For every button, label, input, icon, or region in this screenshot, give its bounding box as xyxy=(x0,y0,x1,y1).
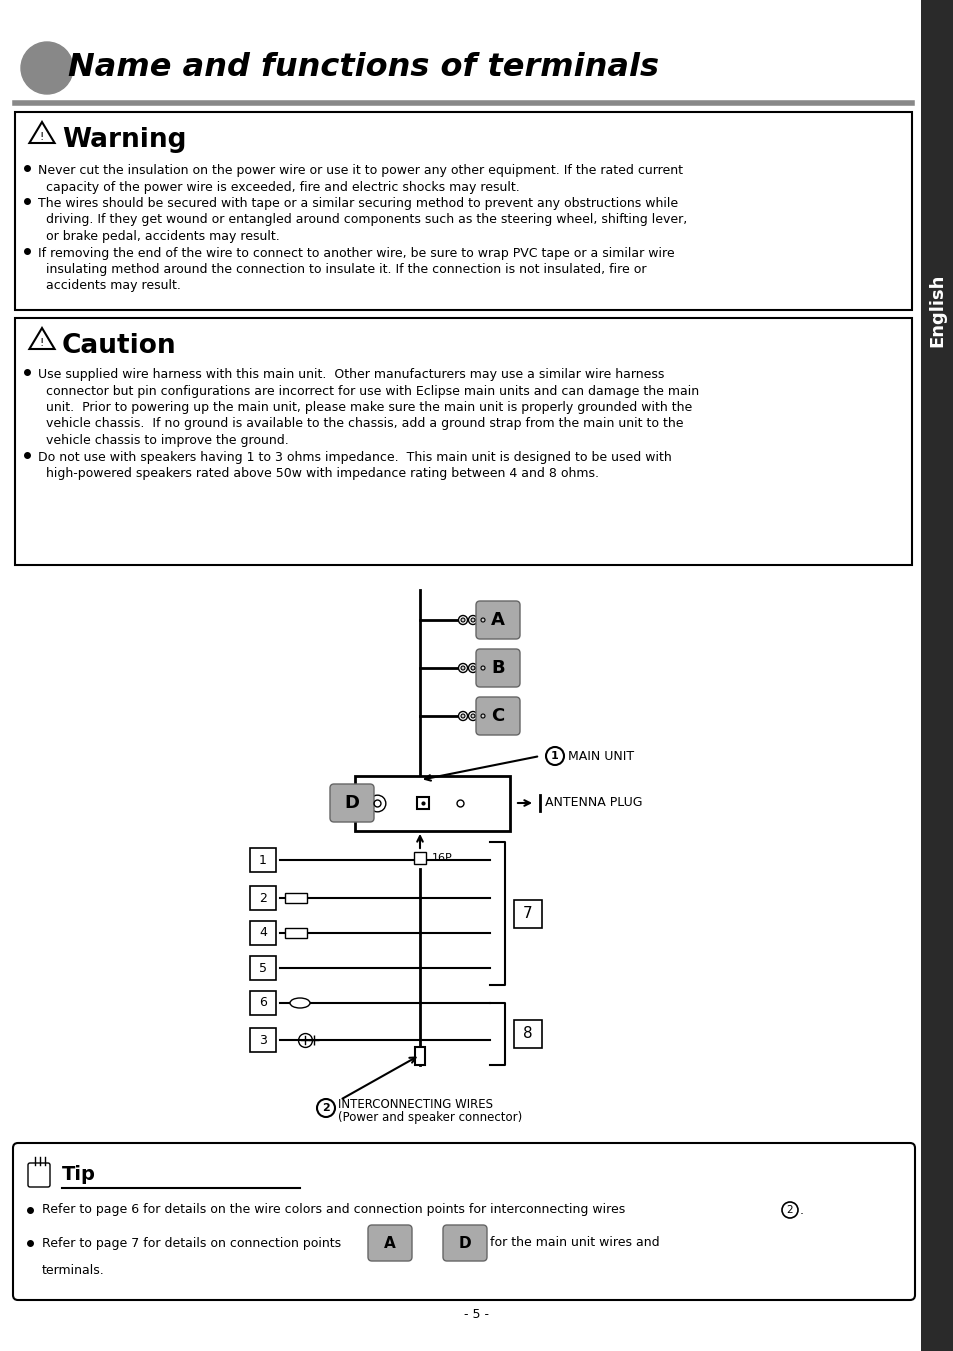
Circle shape xyxy=(460,666,464,670)
Text: Do not use with speakers having 1 to 3 ohms impedance.  This main unit is design: Do not use with speakers having 1 to 3 o… xyxy=(38,450,671,463)
Text: 5: 5 xyxy=(258,962,267,974)
Text: .: . xyxy=(800,1204,803,1216)
FancyBboxPatch shape xyxy=(355,775,510,831)
Text: C: C xyxy=(491,707,504,725)
Circle shape xyxy=(458,712,467,720)
Circle shape xyxy=(471,666,475,670)
FancyBboxPatch shape xyxy=(476,601,519,639)
Text: MAIN UNIT: MAIN UNIT xyxy=(567,750,634,762)
Text: Caution: Caution xyxy=(62,332,176,359)
Text: - 5 -: - 5 - xyxy=(464,1309,489,1321)
Text: 7: 7 xyxy=(522,907,533,921)
Circle shape xyxy=(480,617,484,621)
Text: !: ! xyxy=(40,132,44,142)
Text: 2: 2 xyxy=(786,1205,793,1215)
Circle shape xyxy=(316,1098,335,1117)
FancyBboxPatch shape xyxy=(15,112,911,309)
Text: vehicle chassis to improve the ground.: vehicle chassis to improve the ground. xyxy=(38,434,289,447)
Text: D: D xyxy=(344,794,359,812)
Text: unit.  Prior to powering up the main unit, please make sure the main unit is pro: unit. Prior to powering up the main unit… xyxy=(38,401,692,413)
FancyBboxPatch shape xyxy=(476,697,519,735)
Circle shape xyxy=(478,616,487,624)
Circle shape xyxy=(468,663,477,673)
FancyBboxPatch shape xyxy=(442,1225,486,1260)
Text: ANTENNA PLUG: ANTENNA PLUG xyxy=(544,797,641,809)
Text: capacity of the power wire is exceeded, fire and electric shocks may result.: capacity of the power wire is exceeded, … xyxy=(38,181,519,193)
FancyBboxPatch shape xyxy=(285,893,307,902)
Circle shape xyxy=(468,712,477,720)
Text: !: ! xyxy=(40,338,44,349)
FancyBboxPatch shape xyxy=(330,784,374,821)
Text: or brake pedal, accidents may result.: or brake pedal, accidents may result. xyxy=(38,230,279,243)
Text: Never cut the insulation on the power wire or use it to power any other equipmen: Never cut the insulation on the power wi… xyxy=(38,163,682,177)
Text: Name and functions of terminals: Name and functions of terminals xyxy=(68,53,659,84)
FancyBboxPatch shape xyxy=(920,0,953,1351)
FancyBboxPatch shape xyxy=(514,900,541,928)
Text: 2: 2 xyxy=(322,1102,330,1113)
FancyBboxPatch shape xyxy=(285,928,307,938)
FancyBboxPatch shape xyxy=(368,1225,412,1260)
FancyBboxPatch shape xyxy=(250,957,275,979)
Text: connector but pin configurations are incorrect for use with Eclipse main units a: connector but pin configurations are inc… xyxy=(38,385,699,397)
Text: B: B xyxy=(491,659,504,677)
Ellipse shape xyxy=(21,42,73,95)
Circle shape xyxy=(478,663,487,673)
Text: D: D xyxy=(458,1236,471,1251)
Text: 8: 8 xyxy=(522,1027,533,1042)
FancyBboxPatch shape xyxy=(250,886,275,911)
Text: insulating method around the connection to insulate it. If the connection is not: insulating method around the connection … xyxy=(38,263,646,276)
Circle shape xyxy=(460,617,464,621)
Text: 1: 1 xyxy=(551,751,558,761)
Text: INTERCONNECTING WIRES: INTERCONNECTING WIRES xyxy=(337,1097,493,1111)
Circle shape xyxy=(781,1202,797,1219)
Text: vehicle chassis.  If no ground is available to the chassis, add a ground strap f: vehicle chassis. If no ground is availab… xyxy=(38,417,682,431)
Text: A: A xyxy=(384,1236,395,1251)
Text: The wires should be secured with tape or a similar securing method to prevent an: The wires should be secured with tape or… xyxy=(38,197,678,209)
Circle shape xyxy=(471,617,475,621)
Circle shape xyxy=(460,713,464,717)
Circle shape xyxy=(545,747,563,765)
FancyBboxPatch shape xyxy=(28,1163,50,1188)
Text: 6: 6 xyxy=(259,997,267,1009)
Text: high-powered speakers rated above 50w with impedance rating between 4 and 8 ohms: high-powered speakers rated above 50w wi… xyxy=(38,467,598,480)
FancyBboxPatch shape xyxy=(416,797,429,809)
Circle shape xyxy=(480,666,484,670)
FancyBboxPatch shape xyxy=(250,992,275,1015)
Circle shape xyxy=(480,713,484,717)
Text: Warning: Warning xyxy=(62,127,186,153)
Ellipse shape xyxy=(290,998,310,1008)
Text: If removing the end of the wire to connect to another wire, be sure to wrap PVC : If removing the end of the wire to conne… xyxy=(38,246,674,259)
Text: 16P: 16P xyxy=(432,852,453,863)
FancyBboxPatch shape xyxy=(250,848,275,871)
Text: (Power and speaker connector): (Power and speaker connector) xyxy=(337,1112,521,1124)
Circle shape xyxy=(471,713,475,717)
Text: terminals.: terminals. xyxy=(42,1265,105,1278)
FancyBboxPatch shape xyxy=(476,648,519,688)
Circle shape xyxy=(478,712,487,720)
Text: 3: 3 xyxy=(259,1034,267,1047)
Text: driving. If they get wound or entangled around components such as the steering w: driving. If they get wound or entangled … xyxy=(38,213,686,227)
Text: 1: 1 xyxy=(259,854,267,866)
FancyBboxPatch shape xyxy=(415,1047,424,1065)
FancyBboxPatch shape xyxy=(514,1020,541,1048)
Text: Tip: Tip xyxy=(62,1165,95,1183)
Text: Use supplied wire harness with this main unit.  Other manufacturers may use a si: Use supplied wire harness with this main… xyxy=(38,367,663,381)
Text: for the main unit wires and: for the main unit wires and xyxy=(490,1236,659,1250)
FancyBboxPatch shape xyxy=(250,1028,275,1052)
Text: English: English xyxy=(927,273,945,347)
Text: 4: 4 xyxy=(259,927,267,939)
Circle shape xyxy=(458,616,467,624)
Circle shape xyxy=(468,616,477,624)
Text: Refer to page 6 for details on the wire colors and connection points for interco: Refer to page 6 for details on the wire … xyxy=(42,1204,624,1216)
FancyBboxPatch shape xyxy=(15,317,911,565)
FancyBboxPatch shape xyxy=(13,1143,914,1300)
Text: 2: 2 xyxy=(259,892,267,905)
Text: Refer to page 7 for details on connection points: Refer to page 7 for details on connectio… xyxy=(42,1236,341,1250)
Circle shape xyxy=(458,663,467,673)
FancyBboxPatch shape xyxy=(250,921,275,944)
Text: A: A xyxy=(491,611,504,630)
Text: accidents may result.: accidents may result. xyxy=(38,280,181,293)
